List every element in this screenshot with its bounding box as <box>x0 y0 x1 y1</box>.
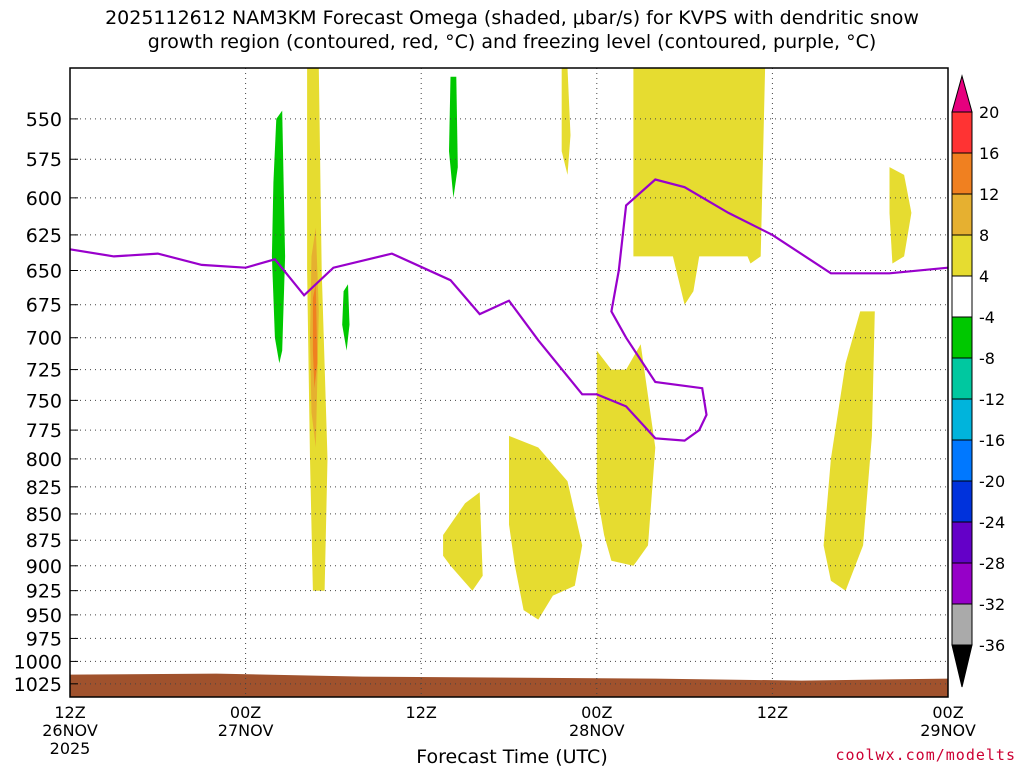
y-tick-label: 750 <box>26 390 62 412</box>
y-tick-label: 900 <box>26 556 62 578</box>
contour-lines <box>69 178 949 442</box>
omega-shading <box>271 68 912 620</box>
x-tick-date: 27NOV <box>218 721 274 740</box>
omega-region-5 <box>823 311 875 591</box>
colorbar-label: -36 <box>979 636 1005 655</box>
site-credit: coolwx.com/modelts <box>835 746 1016 764</box>
colorbar-label: 8 <box>979 226 989 245</box>
y-tick-label: 775 <box>26 420 62 442</box>
y-tick-label: 925 <box>26 581 62 603</box>
colorbar-label: 20 <box>979 103 999 122</box>
plot-grid <box>69 68 949 697</box>
page-title: 2025112612 NAM3KM Forecast Omega (shaded… <box>0 6 1024 54</box>
colorbar: 20 16 12 8 4 -4 -8 -12 -16 -20 -24 -28 -32 -36 <box>951 74 1005 688</box>
title-line-1: 2025112612 NAM3KM Forecast Omega (shaded… <box>105 7 919 29</box>
x-tick-date: 28NOV <box>569 721 625 740</box>
colorbar-swatch <box>951 603 973 646</box>
omega-region-1 <box>633 68 766 305</box>
y-tick-label: 850 <box>26 504 62 526</box>
omega-region-2 <box>596 344 656 566</box>
y-tick-label: 825 <box>26 477 62 499</box>
x-tick-label: 12Z <box>54 703 85 722</box>
freezing-level-line <box>69 178 949 442</box>
colorbar-swatch <box>951 357 973 400</box>
x-tick-label: 00Z <box>581 703 612 722</box>
colorbar-label: -20 <box>979 472 1005 491</box>
colorbar-label: 16 <box>979 144 999 163</box>
omega-region-4 <box>443 492 483 591</box>
y-tick-label: 625 <box>26 225 62 247</box>
y-tick-label: 875 <box>26 530 62 552</box>
y-tick-label: 550 <box>26 109 62 131</box>
colorbar-label: -12 <box>979 390 1005 409</box>
omega-region-8 <box>271 110 286 364</box>
colorbar-label: -8 <box>979 349 995 368</box>
colorbar-label: -16 <box>979 431 1005 450</box>
y-tick-label: 975 <box>26 628 62 650</box>
y-tick-label: 600 <box>26 188 62 210</box>
x-tick-date: 29NOV <box>920 721 976 740</box>
colorbar-swatch <box>951 111 973 154</box>
y-tick-label: 675 <box>26 295 62 317</box>
terrain-area <box>70 673 948 697</box>
y-tick-label: 1025 <box>14 674 62 696</box>
colorbar-label: 4 <box>979 267 989 286</box>
colorbar-swatch <box>951 439 973 482</box>
colorbar-swatch <box>951 480 973 523</box>
omega-region-3 <box>509 435 583 620</box>
colorbar-swatch <box>951 275 973 318</box>
omega-region-6 <box>889 167 912 264</box>
x-tick-label: 00Z <box>230 703 261 722</box>
title-line-2: growth region (contoured, red, °C) and f… <box>147 31 877 53</box>
y-tick-label: 725 <box>26 360 62 382</box>
x-axis-label: Forecast Time (UTC) <box>416 746 608 768</box>
colorbar-swatch <box>951 234 973 277</box>
x-tick-year: 2025 <box>50 739 91 758</box>
terrain-fill <box>70 673 948 697</box>
y-tick-label: 1000 <box>14 651 62 673</box>
omega-region-7 <box>561 68 571 175</box>
x-tick-label: 12Z <box>406 703 437 722</box>
colorbar-swatch <box>951 152 973 195</box>
colorbar-label: -24 <box>979 513 1005 532</box>
x-tick-date: 26NOV <box>42 721 98 740</box>
y-tick-label: 950 <box>26 605 62 627</box>
omega-region-9 <box>342 284 350 351</box>
y-tick-labels: 550 575 600 625 650 675 700 725 750 775 800 825 850 8… <box>14 109 78 696</box>
plot-frame <box>69 67 949 698</box>
colorbar-label: -28 <box>979 554 1005 573</box>
colorbar-label: -4 <box>979 308 995 327</box>
colorbar-swatch <box>951 521 973 564</box>
y-tick-label: 700 <box>26 328 62 350</box>
colorbar-swatch <box>951 562 973 605</box>
colorbar-swatch <box>951 398 973 441</box>
colorbar-bottom-arrow <box>951 644 973 688</box>
y-tick-label: 575 <box>26 149 62 171</box>
omega-region-10 <box>449 76 458 198</box>
x-tick-label: 12Z <box>757 703 788 722</box>
x-tick-label: 00Z <box>932 703 963 722</box>
colorbar-swatch <box>951 193 973 236</box>
omega-region-12 <box>312 284 318 389</box>
colorbar-label: 12 <box>979 185 999 204</box>
colorbar-label: -32 <box>979 595 1005 614</box>
y-tick-label: 800 <box>26 449 62 471</box>
colorbar-top-arrow <box>951 74 973 113</box>
y-tick-label: 650 <box>26 260 62 282</box>
colorbar-swatch <box>951 316 973 359</box>
